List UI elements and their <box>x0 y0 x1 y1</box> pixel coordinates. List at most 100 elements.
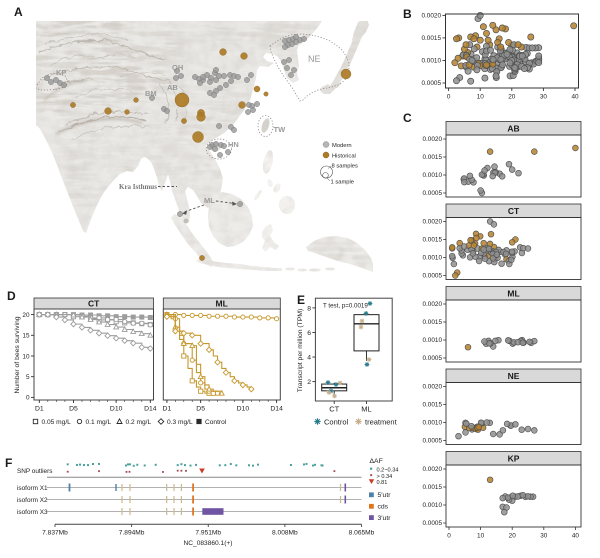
svg-text:40: 40 <box>571 94 579 101</box>
svg-text:0.0010: 0.0010 <box>422 172 442 179</box>
svg-text:0.0005: 0.0005 <box>422 355 442 362</box>
svg-text:0.0005: 0.0005 <box>422 190 442 197</box>
svg-text:NE: NE <box>308 54 321 64</box>
svg-text:cds: cds <box>378 504 389 511</box>
svg-text:15: 15 <box>22 333 30 340</box>
svg-text:0.3 mg/L: 0.3 mg/L <box>167 419 193 426</box>
svg-text:Kra Isthmus: Kra Isthmus <box>119 183 157 191</box>
svg-text:D10: D10 <box>110 406 123 413</box>
svg-text:Control: Control <box>205 419 227 426</box>
svg-text:F: F <box>5 456 12 470</box>
svg-text:0.0015: 0.0015 <box>422 237 442 244</box>
svg-text:QH: QH <box>172 63 183 72</box>
svg-text:5: 5 <box>26 374 30 381</box>
svg-text:> 0.34: > 0.34 <box>377 474 393 480</box>
svg-text:isoform X3: isoform X3 <box>17 509 48 516</box>
svg-text:0.2~0.34: 0.2~0.34 <box>377 468 399 474</box>
svg-text:0.0020: 0.0020 <box>422 466 442 473</box>
svg-text:0.2 mg/L: 0.2 mg/L <box>126 419 152 426</box>
svg-text:0.0005: 0.0005 <box>421 80 441 87</box>
svg-text:0.0005: 0.0005 <box>422 273 442 280</box>
svg-text:0.0015: 0.0015 <box>422 319 442 326</box>
svg-text:HN: HN <box>228 140 239 149</box>
svg-text:20: 20 <box>509 533 517 540</box>
svg-text:KP: KP <box>508 454 520 464</box>
svg-text:0.0020: 0.0020 <box>422 384 442 391</box>
svg-text:KP: KP <box>56 68 66 77</box>
svg-text:0.0010: 0.0010 <box>421 58 441 65</box>
svg-text:E: E <box>297 293 305 307</box>
svg-text:T test, p=0.0019: T test, p=0.0019 <box>323 303 368 310</box>
svg-text:0: 0 <box>447 533 451 540</box>
svg-text:B: B <box>403 7 412 21</box>
svg-text:8.065Mb: 8.065Mb <box>349 530 375 537</box>
svg-text:C: C <box>403 111 412 125</box>
svg-text:7.951Mb: 7.951Mb <box>195 530 221 537</box>
svg-text:SNP outliers: SNP outliers <box>17 468 52 475</box>
svg-text:0.05 mg/L: 0.05 mg/L <box>42 419 72 426</box>
svg-text:D: D <box>7 289 16 303</box>
svg-text:0.81: 0.81 <box>377 480 388 486</box>
svg-text:0.0005: 0.0005 <box>422 438 442 445</box>
svg-text:0.0020: 0.0020 <box>422 219 442 226</box>
svg-text:D5: D5 <box>196 406 205 413</box>
svg-text:Number of bees surviving: Number of bees surviving <box>14 316 21 393</box>
svg-text:Transcript per million (TPM): Transcript per million (TPM) <box>297 309 304 393</box>
svg-text:Control: Control <box>324 418 349 427</box>
svg-text:AB: AB <box>507 124 519 134</box>
svg-text:ΔAF: ΔAF <box>370 458 383 465</box>
svg-text:4: 4 <box>307 355 311 362</box>
svg-text:8 samples: 8 samples <box>332 164 359 170</box>
svg-text:8.008Mb: 8.008Mb <box>272 530 298 537</box>
svg-text:0.0010: 0.0010 <box>422 337 442 344</box>
svg-text:7.837Mb: 7.837Mb <box>42 530 68 537</box>
svg-text:2: 2 <box>307 379 311 386</box>
svg-text:30: 30 <box>540 94 548 101</box>
svg-text:0.0020: 0.0020 <box>422 301 442 308</box>
svg-text:0.0020: 0.0020 <box>421 13 441 20</box>
svg-text:0.0015: 0.0015 <box>422 484 442 491</box>
svg-text:ML: ML <box>361 405 371 414</box>
svg-text:0.1 mg/L: 0.1 mg/L <box>86 419 112 426</box>
svg-text:NE: NE <box>508 371 520 381</box>
svg-text:ML: ML <box>507 289 519 299</box>
svg-text:0: 0 <box>26 395 30 402</box>
svg-text:0.0010: 0.0010 <box>422 255 442 262</box>
svg-text:0.0015: 0.0015 <box>422 402 442 409</box>
svg-text:1 sample: 1 sample <box>331 180 355 186</box>
svg-text:0: 0 <box>447 94 451 101</box>
svg-text:6: 6 <box>307 330 311 337</box>
svg-text:7.894Mb: 7.894Mb <box>119 530 145 537</box>
svg-text:Modern: Modern <box>332 143 352 149</box>
svg-text:CT: CT <box>508 206 520 216</box>
svg-text:D14: D14 <box>270 406 283 413</box>
svg-text:A: A <box>14 5 23 19</box>
svg-text:AB: AB <box>167 83 178 92</box>
svg-text:10: 10 <box>477 94 485 101</box>
svg-text:10: 10 <box>477 533 485 540</box>
svg-text:40: 40 <box>572 533 580 540</box>
svg-text:20: 20 <box>508 94 516 101</box>
svg-text:D10: D10 <box>237 406 250 413</box>
svg-text:NC_083860.1(+): NC_083860.1(+) <box>184 540 233 547</box>
svg-text:0.0015: 0.0015 <box>422 154 442 161</box>
svg-text:ML: ML <box>216 299 228 309</box>
svg-text:0.0005: 0.0005 <box>422 520 442 527</box>
svg-text:20: 20 <box>22 312 30 319</box>
svg-text:D14: D14 <box>144 406 157 413</box>
svg-text:treatment: treatment <box>365 418 398 427</box>
svg-text:0.0015: 0.0015 <box>421 35 441 42</box>
svg-text:8: 8 <box>307 305 311 312</box>
svg-text:Historical: Historical <box>332 154 356 160</box>
svg-text:ML: ML <box>204 196 215 205</box>
svg-text:isoform X1: isoform X1 <box>17 485 48 492</box>
svg-text:0.0010: 0.0010 <box>422 502 442 509</box>
svg-text:BM: BM <box>145 89 157 98</box>
svg-text:5′utr: 5′utr <box>378 492 392 499</box>
svg-text:0.0010: 0.0010 <box>422 420 442 427</box>
svg-text:30: 30 <box>540 533 548 540</box>
svg-text:CT: CT <box>329 405 339 414</box>
svg-text:D5: D5 <box>69 406 78 413</box>
svg-text:3′utr: 3′utr <box>378 515 392 522</box>
svg-text:0.0020: 0.0020 <box>422 136 442 143</box>
